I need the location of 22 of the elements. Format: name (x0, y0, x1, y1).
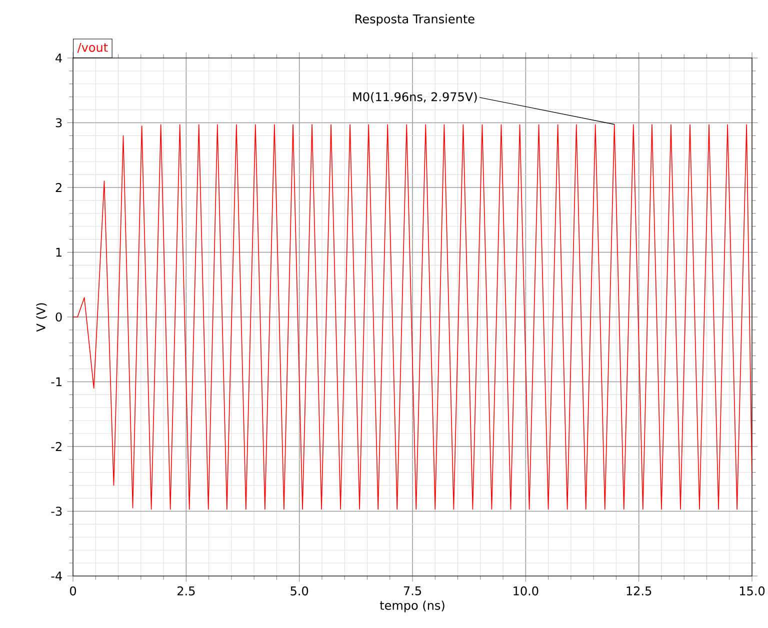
y-tick-label: -3 (51, 506, 62, 516)
y-tick-label: 4 (56, 54, 62, 62)
y-axis-title: V (V) (36, 303, 47, 332)
y-tick-label: -4 (51, 572, 62, 580)
x-tick-label: 7.5 (404, 586, 421, 596)
x-tick-label: 5.0 (290, 586, 308, 596)
annotation: M0(11.96ns, 2.975V) (353, 92, 477, 103)
x-tick-label: 15.0 (740, 586, 765, 596)
y-tick-label: 1 (56, 248, 62, 257)
y-tick-label: 2 (56, 183, 62, 192)
x-axis-title: tempo (ns) (380, 600, 444, 612)
y-tick-label: -2 (51, 442, 62, 451)
x-tick-label: 10.0 (514, 586, 538, 596)
y-tick-label: -1 (51, 377, 62, 386)
chart-title: Resposta Transiente (356, 14, 474, 26)
x-tick-label: 2.5 (178, 586, 195, 596)
x-tick-label: 0 (70, 586, 76, 596)
line-series (73, 124, 752, 510)
text: /vout (77, 43, 108, 53)
x-tick-label: 12.5 (626, 586, 652, 596)
y-tick-label: 3 (56, 118, 62, 128)
y-tick-label: 0 (56, 312, 62, 322)
